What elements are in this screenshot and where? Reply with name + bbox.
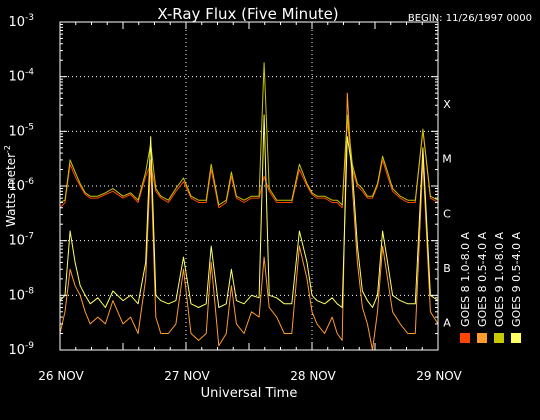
legend-swatch-1	[477, 333, 487, 343]
legend-swatch-2	[494, 333, 504, 343]
chart-title: X-Ray Flux (Five Minute)	[157, 5, 338, 23]
series-line-1	[59, 92, 439, 351]
y-axis-label: Watts meter-2	[3, 145, 18, 227]
y-tick-power: -8	[25, 286, 34, 296]
y-tick-base: 10	[8, 15, 25, 30]
x-tick-labels: 26 NOV 27 NOV 28 NOV 29 NOV	[38, 369, 462, 383]
y-tick-power: -9	[25, 341, 34, 351]
series-layer	[59, 62, 439, 351]
y-axis-label-superscript: -2	[3, 145, 12, 153]
y-axis-label-text: Watts meter	[4, 153, 18, 227]
x-axis-label: Universal Time	[201, 386, 298, 401]
y-tick-label-4: 10-5	[8, 122, 34, 139]
series-line-3	[59, 114, 439, 308]
legend-swatch-3	[511, 333, 521, 343]
flare-class-label-X: X	[443, 98, 451, 111]
y-tick-labels: 10-910-810-710-610-510-410-3	[8, 13, 34, 358]
x-tick-label-0: 26 NOV	[38, 369, 84, 383]
flare-class-labels: A B C M X	[442, 98, 452, 330]
legend-label-0: GOES 8 1.0-8.0 A	[459, 231, 472, 327]
y-tick-power: -7	[25, 232, 34, 242]
y-tick-label-5: 10-4	[8, 68, 34, 85]
y-tick-power: -4	[25, 68, 34, 78]
y-tick-power: -6	[25, 177, 34, 187]
y-tick-label-6: 10-3	[8, 13, 34, 30]
legend: GOES 8 1.0-8.0 A GOES 8 0.5-4.0 A GOES 9 1…	[459, 231, 523, 343]
y-tick-base: 10	[8, 179, 25, 194]
flare-class-label-M: M	[442, 153, 452, 166]
axis-ticks	[59, 21, 439, 351]
begin-date-label: BEGIN: 11/26/1997 0000	[408, 13, 532, 24]
y-tick-label-1: 10-8	[8, 286, 34, 303]
y-tick-label-2: 10-7	[8, 232, 34, 249]
series-line-2	[59, 62, 439, 206]
y-tick-base: 10	[8, 343, 25, 358]
y-tick-label-0: 10-9	[8, 341, 34, 358]
y-tick-power: -3	[25, 13, 34, 23]
x-tick-label-1: 27 NOV	[164, 369, 210, 383]
y-tick-base: 10	[8, 288, 25, 303]
y-tick-base: 10	[8, 234, 25, 249]
y-tick-label-3: 10-6	[8, 177, 34, 194]
series-line-0	[59, 121, 439, 209]
x-tick-label-3: 29 NOV	[416, 369, 462, 383]
legend-label-2: GOES 9 1.0-8.0 A	[493, 231, 506, 327]
legend-label-3: GOES 9 0.5-4.0 A	[510, 231, 523, 327]
legend-swatch-0	[460, 333, 470, 343]
x-tick-label-2: 28 NOV	[290, 369, 336, 383]
flare-class-label-C: C	[443, 207, 451, 220]
y-tick-base: 10	[8, 124, 25, 139]
y-tick-base: 10	[8, 70, 25, 85]
legend-label-1: GOES 8 0.5-4.0 A	[476, 231, 489, 327]
y-tick-power: -5	[25, 122, 34, 132]
flare-class-label-B: B	[443, 262, 451, 275]
flare-class-label-A: A	[443, 317, 451, 330]
